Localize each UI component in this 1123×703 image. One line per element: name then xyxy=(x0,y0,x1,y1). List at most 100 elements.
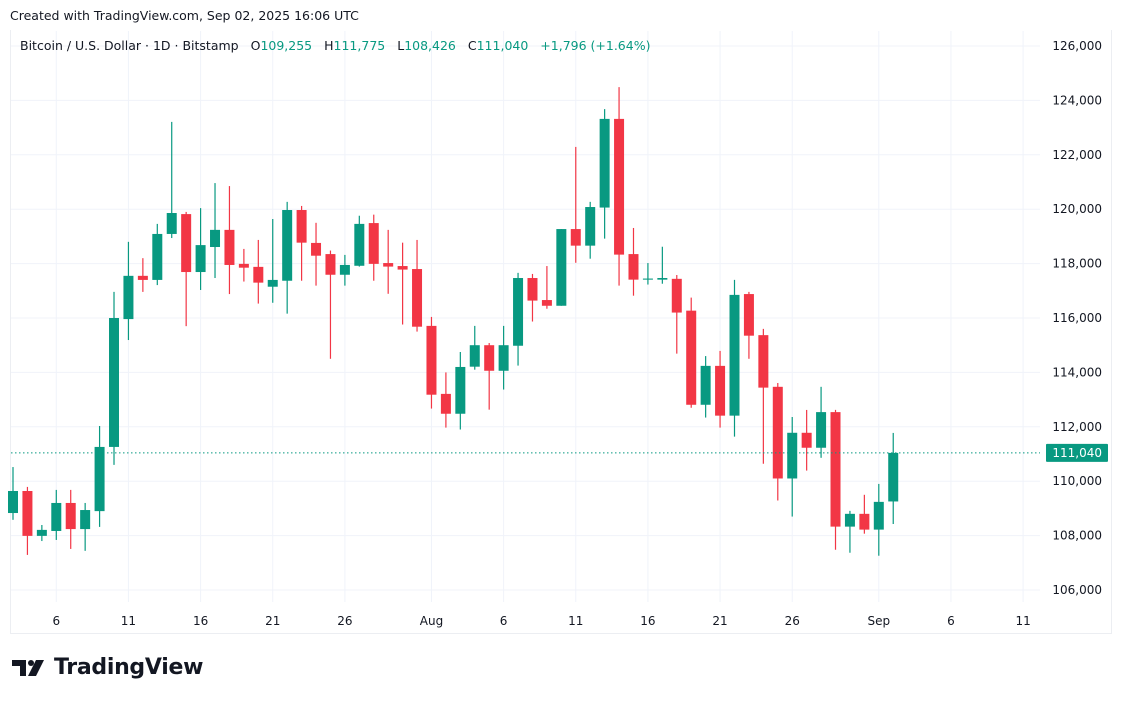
candle-body xyxy=(195,245,206,273)
candle-up xyxy=(339,254,350,286)
time-tick-label: 11 xyxy=(568,614,583,628)
candle-body xyxy=(743,294,754,336)
price-tick-label: 126,000 xyxy=(1052,39,1102,53)
candle-body xyxy=(137,275,148,280)
candle-body xyxy=(109,318,120,447)
candle-body xyxy=(801,432,812,448)
price-tick-label: 106,000 xyxy=(1052,583,1102,597)
candle-body xyxy=(614,118,625,255)
time-tick-label: 21 xyxy=(265,614,280,628)
candle-down xyxy=(325,250,336,359)
candle-up xyxy=(8,467,18,520)
candle-up xyxy=(787,417,798,517)
candle-body xyxy=(354,223,365,266)
tradingview-logo-text: TradingView xyxy=(54,655,204,680)
candle-up xyxy=(700,356,711,418)
high-label: H xyxy=(324,38,334,53)
candle-up xyxy=(556,229,567,306)
candle-body xyxy=(599,118,610,208)
candle-up xyxy=(513,272,524,366)
candle-body xyxy=(830,412,841,527)
candle-body xyxy=(657,278,668,280)
candle-body xyxy=(440,393,451,414)
price-tick-label: 124,000 xyxy=(1052,93,1102,107)
symbol-title[interactable]: Bitcoin / U.S. Dollar · 1D · Bitstamp xyxy=(20,38,239,53)
time-tick-label: 26 xyxy=(337,614,352,628)
candle-body xyxy=(282,210,293,281)
candle-body xyxy=(628,254,639,280)
candle-body xyxy=(311,242,322,256)
candle-up xyxy=(498,325,509,390)
time-tick-label: 11 xyxy=(1015,614,1030,628)
time-tick-label: 16 xyxy=(193,614,208,628)
candle-body xyxy=(541,300,552,306)
tradingview-logo[interactable]: TradingView xyxy=(12,655,203,680)
candle-body xyxy=(123,275,134,320)
candle-body xyxy=(570,229,581,246)
last-price-marker: 111,040 xyxy=(11,443,1108,462)
candle-down xyxy=(137,258,148,292)
candle-down xyxy=(686,297,697,408)
close-value: 111,040 xyxy=(476,38,529,53)
candle-up xyxy=(195,208,206,290)
candle-down xyxy=(758,328,769,464)
candle-body xyxy=(671,278,682,313)
candle-body xyxy=(325,254,336,275)
candle-body xyxy=(729,294,740,416)
candle-up xyxy=(166,121,177,239)
candle-body xyxy=(469,345,480,367)
candle-up xyxy=(816,386,827,458)
time-tick-label: 11 xyxy=(121,614,136,628)
price-tick-label: 118,000 xyxy=(1052,257,1102,271)
candle-down xyxy=(440,372,451,428)
symbol-legend: Bitcoin / U.S. Dollar · 1D · Bitstamp O1… xyxy=(20,38,650,53)
candle-body xyxy=(253,266,264,283)
candle-down xyxy=(628,227,639,296)
candle-up xyxy=(94,425,105,527)
low-label: L xyxy=(397,38,405,53)
candle-down xyxy=(383,229,394,294)
candle-up xyxy=(51,489,62,540)
candle-down xyxy=(412,239,423,332)
candle-body xyxy=(758,335,769,388)
candle-down xyxy=(830,409,841,550)
candle-up xyxy=(152,223,163,286)
candle-body xyxy=(412,269,423,327)
candle-body xyxy=(816,412,827,448)
candle-body xyxy=(152,233,163,280)
candle-body xyxy=(888,452,899,502)
tradingview-logo-icon xyxy=(12,659,44,676)
time-tick-label: 21 xyxy=(712,614,727,628)
candle-body xyxy=(166,213,177,234)
time-tick-label: 16 xyxy=(640,614,655,628)
candle-up xyxy=(888,432,899,525)
candle-body xyxy=(787,432,798,479)
candle-body xyxy=(859,513,870,530)
candle-body xyxy=(686,310,697,405)
candle-down xyxy=(181,211,192,327)
price-tick-label: 114,000 xyxy=(1052,365,1102,379)
candle-down xyxy=(801,409,812,471)
candle-up xyxy=(455,352,466,430)
price-tick-label: 116,000 xyxy=(1052,311,1102,325)
candle-down xyxy=(65,489,76,549)
candle-up xyxy=(354,215,365,267)
candle-body xyxy=(873,501,884,530)
price-tick-label: 122,000 xyxy=(1052,148,1102,162)
candle-body xyxy=(498,345,509,371)
candle-up xyxy=(80,502,91,551)
candle-body xyxy=(527,278,538,301)
candle-body xyxy=(700,365,711,405)
candle-down xyxy=(614,87,625,286)
price-axis: 106,000 108,000 110,000 112,000 114,000 116,0… xyxy=(1052,39,1102,597)
candle-body xyxy=(383,263,394,267)
candle-body xyxy=(368,223,379,264)
change-value: +1,796 (+1.64%) xyxy=(540,38,651,53)
candle-up xyxy=(844,510,855,553)
candle-up xyxy=(123,241,134,341)
low-value: 108,426 xyxy=(404,38,456,53)
candle-down xyxy=(22,486,33,555)
candle-body xyxy=(80,510,91,530)
candle-up xyxy=(657,246,668,284)
